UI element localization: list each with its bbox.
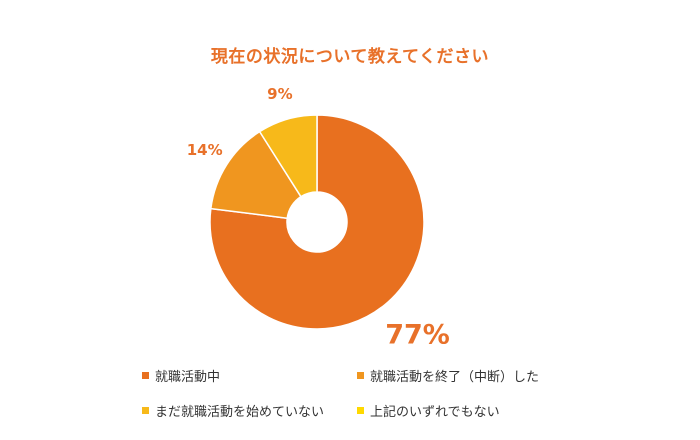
- legend-swatch: [142, 372, 149, 379]
- data-label: 77%: [385, 320, 450, 351]
- legend-label: 就職活動を終了（中断）した: [370, 370, 540, 385]
- pie-slice: [258, 114, 318, 198]
- legend-item: まだ就職活動を始めていない: [142, 401, 357, 420]
- legend-swatch: [357, 372, 364, 379]
- legend-label: 上記のいずれでもない: [370, 405, 500, 420]
- pie-slice: [210, 130, 302, 220]
- legend-label: 就職活動中: [155, 370, 221, 385]
- pie-slice: [209, 114, 425, 330]
- chart-title: 現在の状況について教えてください: [210, 47, 490, 67]
- legend: 就職活動中 就職活動を終了（中断）した まだ就職活動を始めていない 上記のいずれ…: [142, 366, 622, 420]
- legend-swatch: [357, 407, 364, 414]
- data-label: 9%: [267, 85, 292, 103]
- legend-label: まだ就職活動を始めていない: [155, 405, 325, 420]
- data-label: 14%: [187, 141, 223, 159]
- legend-item: 就職活動を終了（中断）した: [357, 366, 622, 385]
- legend-swatch: [142, 407, 149, 414]
- legend-item: 上記のいずれでもない: [357, 401, 622, 420]
- legend-item: 就職活動中: [142, 366, 357, 385]
